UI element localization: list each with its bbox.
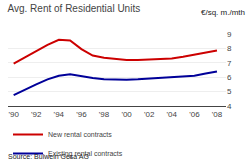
svg-text:'00: '00	[121, 110, 132, 119]
svg-text:7: 7	[227, 59, 232, 68]
svg-text:5: 5	[227, 87, 232, 96]
svg-text:'04: '04	[167, 110, 178, 119]
svg-text:6: 6	[227, 73, 232, 82]
svg-text:Source: Bulwein Gesa AG: Source: Bulwein Gesa AG	[8, 153, 89, 160]
svg-text:'98: '98	[99, 110, 110, 119]
svg-text:9: 9	[227, 30, 232, 39]
svg-text:'94: '94	[54, 110, 65, 119]
svg-text:Existing rental contracts: Existing rental contracts	[48, 150, 123, 158]
svg-text:'08: '08	[212, 110, 223, 119]
svg-text:'90: '90	[8, 110, 19, 119]
svg-text:'92: '92	[31, 110, 42, 119]
svg-text:'96: '96	[76, 110, 87, 119]
svg-text:4: 4	[227, 102, 232, 111]
svg-text:'02: '02	[144, 110, 155, 119]
svg-text:Avg. Rent of Residential Units: Avg. Rent of Residential Units	[8, 3, 141, 14]
svg-text:New rental contracts: New rental contracts	[48, 131, 112, 138]
svg-text:€/sq. m./mth: €/sq. m./mth	[201, 8, 245, 17]
svg-text:8: 8	[227, 44, 232, 53]
svg-text:'06: '06	[189, 110, 200, 119]
